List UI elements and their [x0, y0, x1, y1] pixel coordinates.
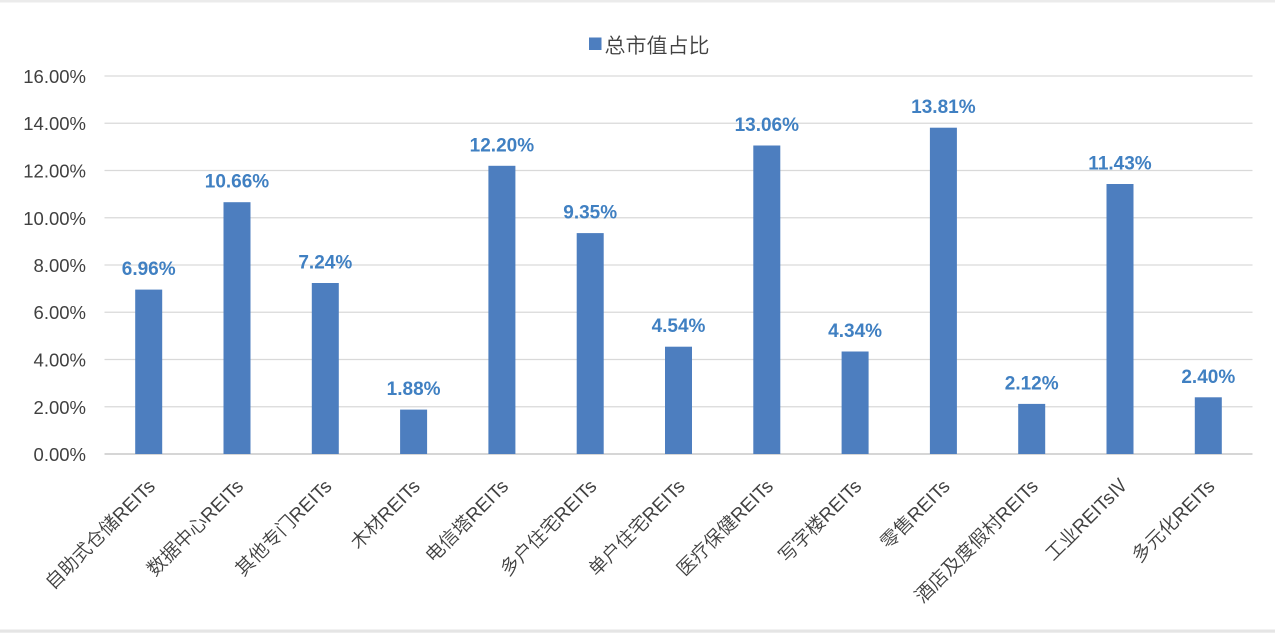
svg-text:10.66%: 10.66% [205, 172, 270, 193]
svg-text:4.00%: 4.00% [34, 350, 86, 371]
svg-text:2.00%: 2.00% [34, 397, 86, 418]
svg-text:1.88%: 1.88% [387, 379, 441, 400]
svg-text:12.20%: 12.20% [470, 135, 535, 156]
svg-text:13.06%: 13.06% [735, 115, 800, 136]
svg-text:8.00%: 8.00% [34, 255, 86, 276]
svg-text:9.35%: 9.35% [563, 203, 617, 224]
svg-text:0.00%: 0.00% [34, 444, 86, 465]
svg-text:2.12%: 2.12% [1005, 373, 1059, 394]
svg-text:13.81%: 13.81% [911, 97, 976, 118]
svg-text:14.00%: 14.00% [23, 113, 86, 134]
svg-text:6.00%: 6.00% [34, 302, 86, 323]
svg-text:4.54%: 4.54% [652, 316, 706, 337]
svg-text:11.43%: 11.43% [1088, 154, 1151, 175]
svg-text:10.00%: 10.00% [23, 208, 86, 229]
svg-text:16.00%: 16.00% [23, 66, 86, 87]
svg-text:7.24%: 7.24% [298, 253, 352, 274]
svg-text:12.00%: 12.00% [23, 161, 86, 182]
svg-text:4.34%: 4.34% [828, 321, 882, 342]
svg-text:6.96%: 6.96% [122, 259, 176, 280]
svg-text:2.40%: 2.40% [1181, 367, 1235, 388]
